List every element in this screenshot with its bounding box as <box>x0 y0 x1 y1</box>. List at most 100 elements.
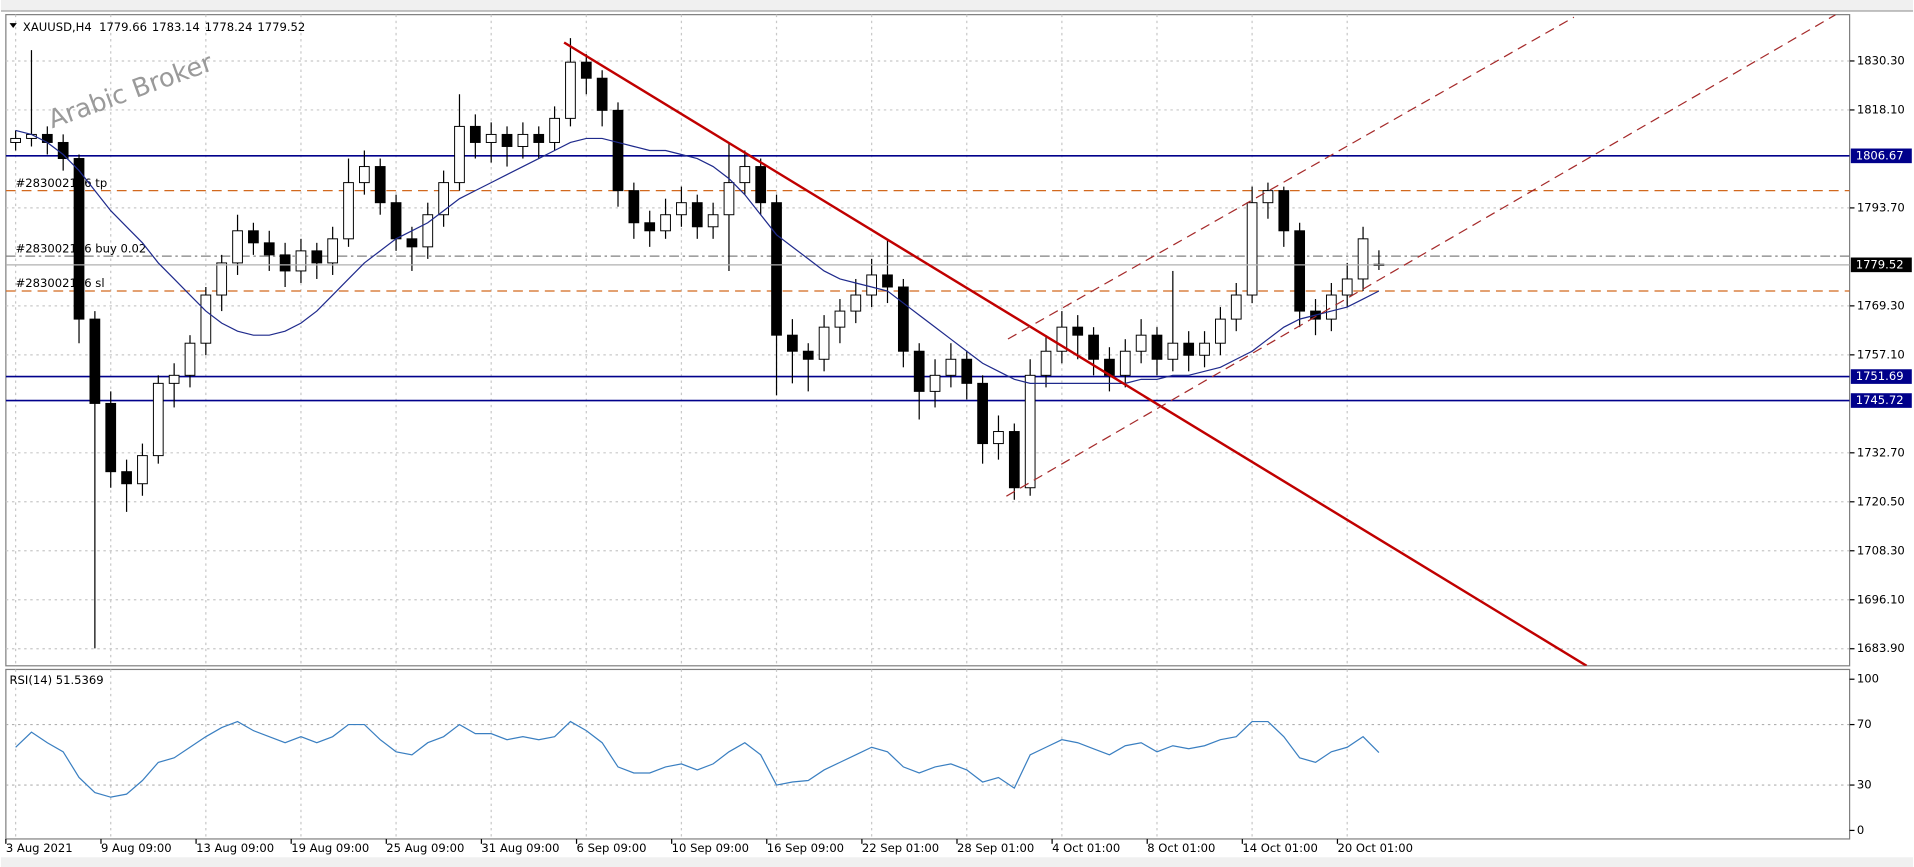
candle-body <box>834 310 846 328</box>
candle-body <box>1199 342 1210 356</box>
order-label: #283002146 tp <box>16 176 108 190</box>
trendline <box>1007 16 1575 340</box>
candle-body <box>565 61 576 119</box>
rsi-panel <box>5 668 1851 840</box>
candle-body <box>1167 342 1179 360</box>
status-strip <box>0 857 1914 867</box>
x-tick-label: 20 Oct 01:00 <box>1337 841 1412 855</box>
rsi-tick-label: 100 <box>1857 672 1879 686</box>
candle-body <box>200 294 212 344</box>
x-tick-label: 19 Aug 09:00 <box>291 841 369 855</box>
candle-body <box>279 254 291 272</box>
x-tick-label: 6 Sep 09:00 <box>577 841 647 855</box>
candle-body <box>501 133 513 147</box>
open: 1779.66 <box>99 19 147 33</box>
candle-body <box>89 318 101 404</box>
level-label: 1745.72 <box>1856 393 1904 407</box>
y-tick-label: 1732.70 <box>1857 445 1905 459</box>
y-tick-label: 1708.30 <box>1857 543 1905 557</box>
candle-body <box>248 230 259 244</box>
candle-body <box>945 358 957 376</box>
y-tick-label: 1757.10 <box>1857 347 1905 361</box>
candle-body <box>691 202 703 228</box>
candle-body <box>1246 202 1258 296</box>
candle-body <box>295 250 307 272</box>
candle-body <box>897 286 909 352</box>
y-tick-label: 1769.30 <box>1857 298 1905 312</box>
x-tick-label: 10 Sep 09:00 <box>672 841 749 855</box>
candle-body <box>485 133 497 143</box>
candle-body <box>1040 350 1052 376</box>
candle-body <box>977 382 988 445</box>
rsi-plot <box>5 720 1850 798</box>
candle-body <box>1262 190 1274 204</box>
level-label-box <box>1850 369 1912 384</box>
x-tick-label: 13 Aug 09:00 <box>196 841 274 855</box>
candle-body <box>1008 431 1020 489</box>
candle-body <box>787 334 798 352</box>
trendline <box>563 41 1588 666</box>
candle-body <box>549 117 560 143</box>
candle-body <box>1056 326 1068 352</box>
main-panel <box>5 14 1851 667</box>
candle-body <box>628 190 640 224</box>
candle-body <box>10 137 21 143</box>
panel-menu-arrow[interactable] <box>9 23 17 29</box>
x-tick-label: 3 Aug 2021 <box>6 841 73 855</box>
symbol: XAUUSD,H4 <box>23 19 92 33</box>
rsi-tick-label: 0 <box>1857 823 1864 837</box>
x-tick-label: 14 Oct 01:00 <box>1242 841 1317 855</box>
x-tick-label: 9 Aug 09:00 <box>101 841 172 855</box>
x-tick-label: 22 Sep 01:00 <box>862 841 939 855</box>
candle-body <box>739 166 751 184</box>
candle-body <box>913 350 925 392</box>
candle-body <box>1294 230 1306 312</box>
candle-body <box>723 182 735 216</box>
candle-body <box>184 342 196 376</box>
candle-body <box>73 158 85 320</box>
toolbar[interactable] <box>0 0 1914 11</box>
candle-body <box>121 471 132 485</box>
candle-body <box>390 202 402 240</box>
candle-body <box>818 326 830 360</box>
axes: 1830.30 1818.10 1793.70 1769.30 1757.10 1732.… <box>5 53 1912 855</box>
candle-body <box>168 374 180 384</box>
level-label: 1806.67 <box>1856 148 1904 162</box>
candle-body <box>1151 334 1163 360</box>
candle-body <box>327 238 339 264</box>
candle-body <box>1119 350 1131 376</box>
high: 1783.14 <box>152 19 200 33</box>
candle-body <box>406 238 418 248</box>
candle-body <box>707 214 719 228</box>
candle-body <box>1230 294 1242 320</box>
candle-body <box>866 274 878 296</box>
candle-body <box>1024 374 1036 489</box>
candle-body <box>311 250 323 264</box>
x-tick-label: 16 Sep 09:00 <box>767 841 844 855</box>
candle-body <box>644 222 656 232</box>
candle-body <box>438 182 449 216</box>
candle-body <box>359 166 370 184</box>
y-tick-label: 1683.90 <box>1857 641 1905 655</box>
candle-body <box>1325 294 1337 320</box>
low: 1778.24 <box>205 19 253 33</box>
trendline <box>1006 14 1836 497</box>
current-price-box <box>1850 257 1912 273</box>
candle-body <box>469 125 481 143</box>
candle-body <box>993 431 1004 445</box>
close: 1779.52 <box>257 19 305 33</box>
candle-body <box>374 166 386 204</box>
candle-body <box>1357 238 1369 280</box>
candle-body <box>771 202 782 336</box>
candle-body <box>1341 278 1353 296</box>
candle-body <box>57 141 69 160</box>
candle-body <box>882 274 893 288</box>
candle-body <box>676 202 687 216</box>
x-tick-label: 4 Oct 01:00 <box>1052 841 1120 855</box>
rsi-title: RSI(14) 51.5369 <box>10 673 104 687</box>
candle-body <box>929 374 941 392</box>
moving-average <box>15 129 1380 384</box>
price-plot: #283002146 tp#283002146 buy 0.02#2830021… <box>5 14 1850 666</box>
order-label: #283002146 sl <box>16 276 105 290</box>
